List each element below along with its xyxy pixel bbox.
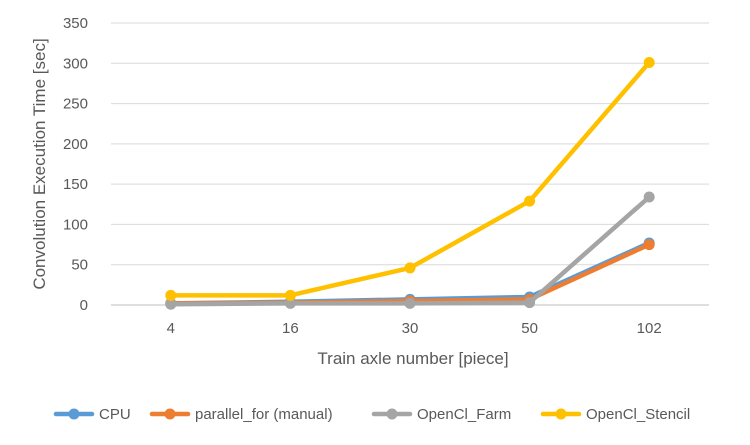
y-tick-label: 100 — [63, 216, 88, 233]
data-point — [643, 191, 655, 203]
data-point — [524, 195, 536, 207]
data-point — [643, 239, 655, 251]
x-tick-label: 4 — [167, 320, 175, 337]
y-tick-label: 250 — [63, 96, 88, 113]
y-tick-label: 150 — [63, 176, 88, 193]
data-point — [284, 297, 296, 309]
x-tick-label: 50 — [521, 320, 538, 337]
series-2 — [165, 191, 655, 310]
x-tick-label: 30 — [402, 320, 419, 337]
x-axis-title: Train axle number [piece] — [317, 349, 508, 368]
legend-swatch-marker — [164, 408, 176, 420]
y-axis-title: Convolution Execution Time [sec] — [30, 38, 49, 289]
series-line — [168, 194, 652, 307]
series-3 — [165, 56, 655, 301]
y-gridlines — [111, 22, 709, 306]
data-point — [404, 262, 416, 274]
y-tick-label: 50 — [71, 257, 88, 274]
legend-item: OpenCl_Stencil — [540, 406, 690, 423]
y-tick-label: 200 — [63, 136, 88, 153]
legend-swatch-marker — [386, 408, 398, 420]
y-tick-label: 350 — [63, 15, 88, 32]
series-lines — [165, 56, 655, 310]
legend-label: CPU — [99, 406, 131, 423]
x-tick-labels: 4 16 30 50 102 — [167, 320, 662, 337]
x-tick-label: 102 — [637, 320, 662, 337]
data-point — [404, 297, 416, 309]
data-point — [643, 56, 655, 68]
y-tick-label: 0 — [80, 297, 88, 314]
y-tick-labels: 0 50 100 150 200 250 300 350 — [63, 15, 88, 314]
data-point — [524, 297, 536, 309]
legend-swatch-marker — [555, 408, 567, 420]
legend-label: OpenCl_Stencil — [586, 406, 690, 423]
legend-label: OpenCl_Farm — [417, 406, 511, 423]
legend: CPU parallel_for (manual) OpenCl_Farm OpenC… — [53, 406, 690, 423]
legend-item: OpenCl_Farm — [371, 406, 511, 423]
x-tick-label: 16 — [282, 320, 299, 337]
legend-label: parallel_for (manual) — [195, 406, 333, 423]
legend-item: parallel_for (manual) — [149, 406, 333, 423]
legend-item: CPU — [53, 406, 131, 423]
y-tick-label: 300 — [63, 55, 88, 72]
data-point — [165, 298, 177, 310]
legend-swatch-marker — [68, 408, 80, 420]
data-point — [284, 289, 296, 301]
data-point — [165, 289, 177, 301]
